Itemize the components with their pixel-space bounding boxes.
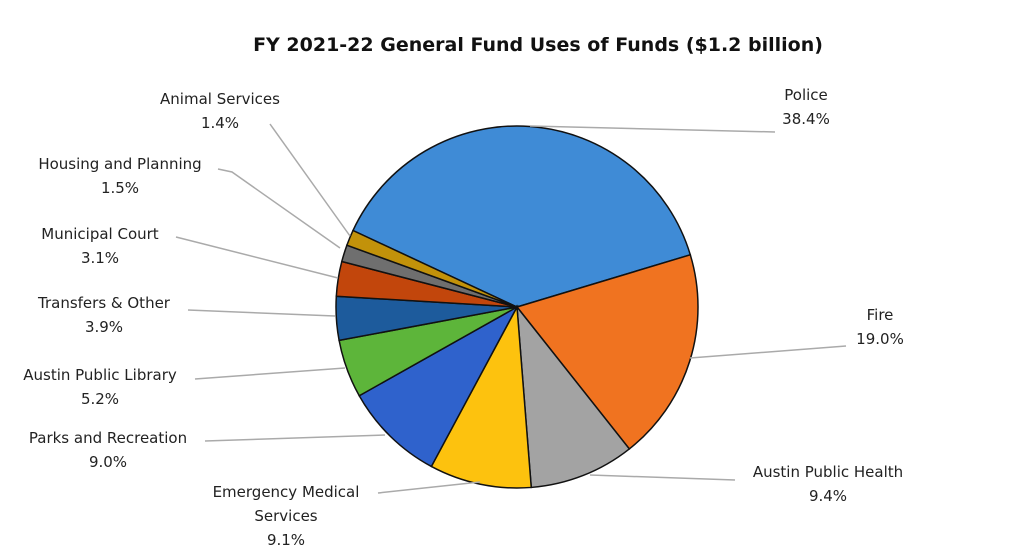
- leader-line: [377, 481, 481, 494]
- data-label-category: Housing and Planning: [38, 155, 201, 173]
- data-label-value: 1.4%: [201, 114, 239, 132]
- data-label-category: Police: [784, 86, 828, 104]
- data-label-category: Austin Public Health: [753, 463, 903, 481]
- data-label-value: 9.0%: [89, 453, 127, 471]
- pie-slice-parks-and-recreation: [358, 305, 519, 468]
- data-label-value: 9.1%: [267, 531, 305, 549]
- data-label-value: 5.2%: [81, 390, 119, 408]
- leader-line: [269, 123, 351, 237]
- data-label-category: Municipal Court: [41, 225, 159, 243]
- leader-line: [175, 236, 339, 279]
- leader-line: [529, 125, 776, 133]
- pie-slice-fire: [515, 253, 699, 450]
- leader-line: [194, 367, 346, 380]
- leader-line: [204, 434, 386, 442]
- pie-slice-animal-services: [345, 229, 518, 308]
- data-label-category: Transfers & Other: [37, 294, 171, 312]
- leader-line: [217, 168, 341, 249]
- leader-line: [187, 309, 336, 317]
- data-label-value: 3.9%: [85, 318, 123, 336]
- data-label-value: 19.0%: [856, 330, 904, 348]
- chart-title: FY 2021-22 General Fund Uses of Funds ($…: [253, 34, 823, 56]
- pie-slice-austin-public-health: [516, 304, 631, 489]
- pie-slice-emergency-medical-services: [430, 304, 533, 489]
- data-label-category: Parks and Recreation: [29, 429, 187, 447]
- data-label-category: Services: [254, 507, 317, 525]
- data-label-value: 3.1%: [81, 249, 119, 267]
- data-label-category: Animal Services: [160, 90, 280, 108]
- data-label-category: Emergency Medical: [213, 483, 360, 501]
- data-label-category: Austin Public Library: [23, 366, 177, 384]
- leader-line: [589, 474, 736, 481]
- data-label-value: 38.4%: [782, 110, 830, 128]
- data-label-value: 1.5%: [101, 179, 139, 197]
- data-label-value: 9.4%: [809, 487, 847, 505]
- leader-line: [689, 345, 847, 359]
- data-label-category: Fire: [867, 306, 894, 324]
